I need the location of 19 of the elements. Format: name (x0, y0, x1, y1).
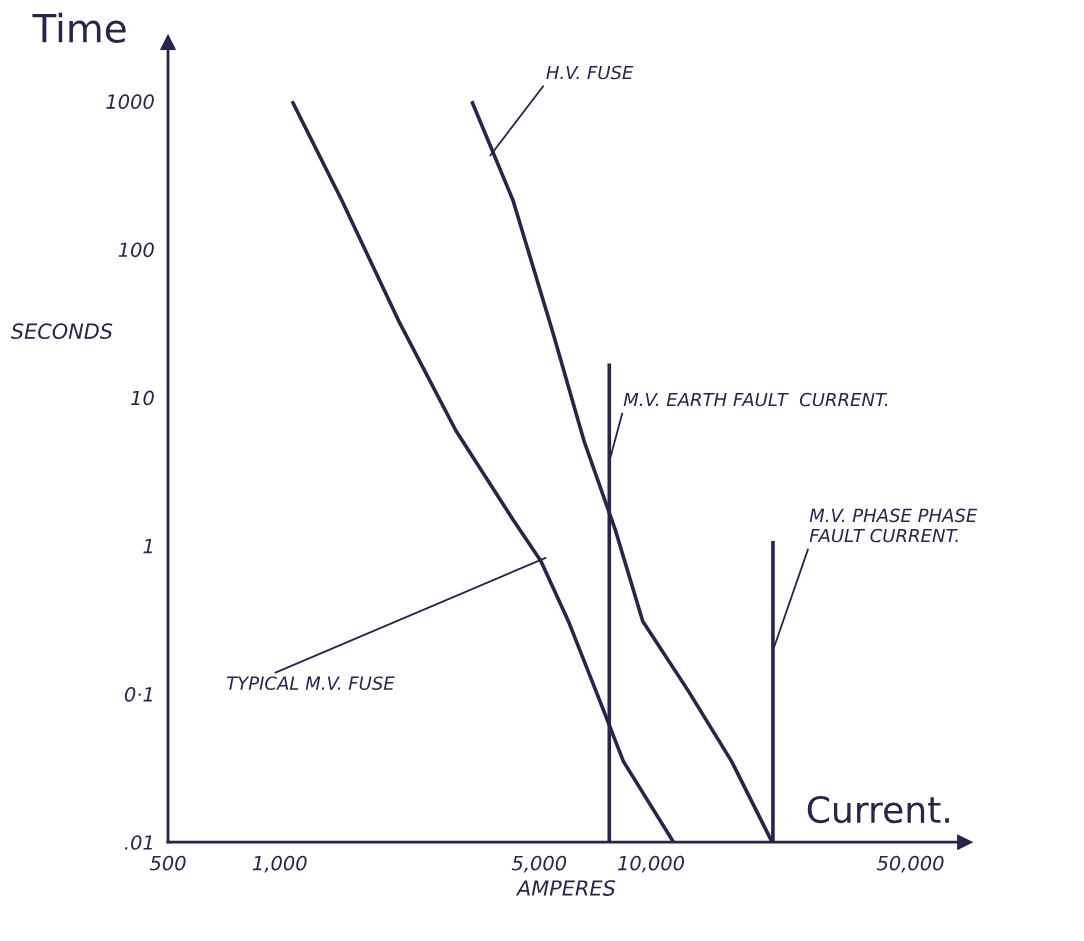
y-tick-label: .01 (125, 835, 152, 850)
y-tick-label: 1000 (106, 94, 154, 109)
x-tick-label: 5,000 (511, 855, 567, 873)
x-tick-label: 10,000 (617, 855, 685, 873)
chart-title: Time (32, 12, 126, 43)
annotation: H.V. FUSE (546, 65, 634, 80)
x-tick-label: 1,000 (252, 855, 307, 873)
x-tick-label: 50,000 (876, 855, 944, 873)
y-tick-label: 10 (131, 390, 154, 406)
annotation: M.V. EARTH FAULT CURRENT. (623, 392, 888, 407)
y-tick-label: 0·1 (124, 686, 152, 702)
y-axis-title: SECONDS (10, 323, 113, 340)
x-axis-title: AMPERES (515, 880, 616, 896)
annotation: Current. (807, 795, 949, 824)
y-tick-label: 1 (143, 539, 152, 554)
annotation: M.V. PHASE PHASE FAULT CURRENT. (809, 508, 978, 543)
y-tick-label: 100 (118, 242, 154, 258)
x-tick-label: 500 (149, 855, 186, 871)
annotation: TYPICAL M.V. FUSE (226, 676, 395, 691)
